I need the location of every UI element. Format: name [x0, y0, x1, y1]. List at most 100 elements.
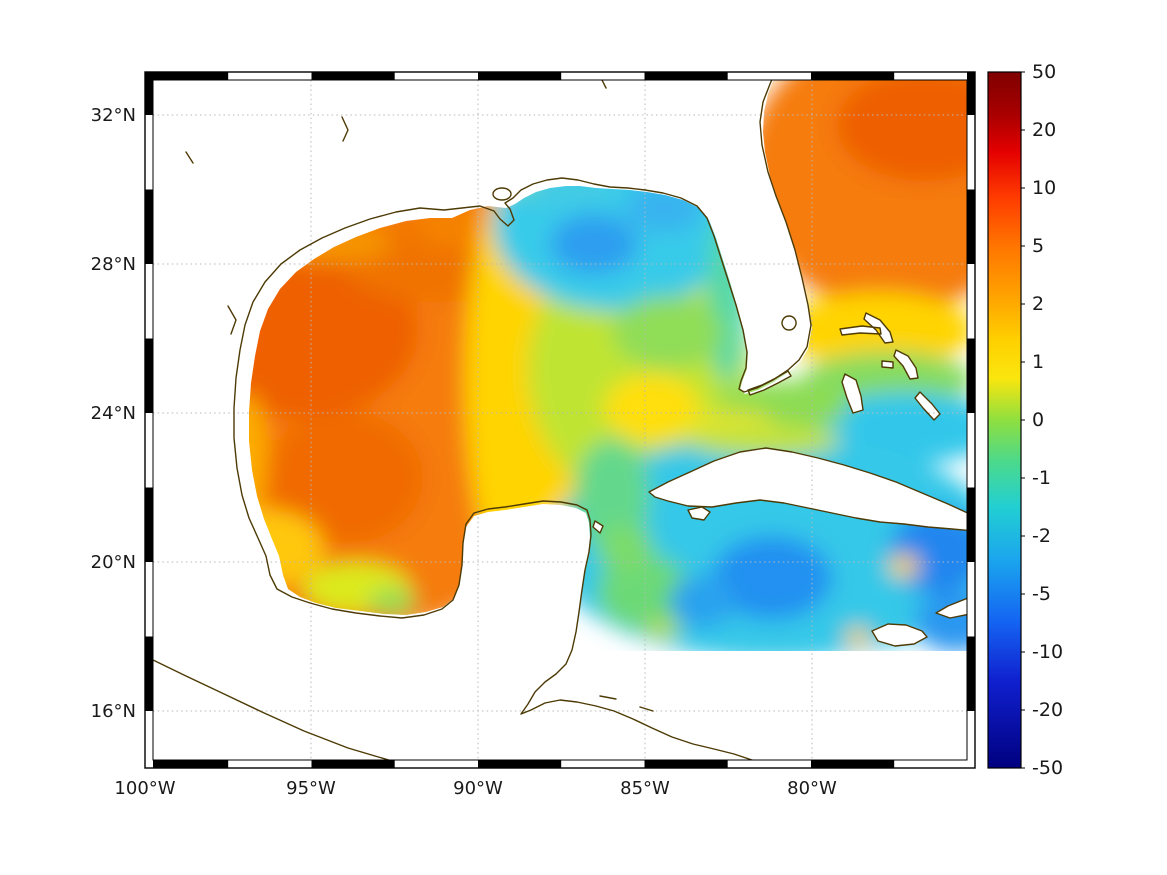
coastline-path	[592, 520, 604, 534]
heatmap-blob	[368, 588, 416, 616]
coastline-path	[914, 391, 941, 421]
frame-segment-bottom	[228, 760, 312, 768]
frame-segment-bottom	[894, 760, 975, 768]
coastline-path	[601, 80, 607, 89]
heatmap-blob	[612, 296, 724, 368]
frame-segment-bottom	[311, 760, 395, 768]
frame-segment-left	[145, 115, 153, 190]
frame-segment-top	[311, 72, 395, 80]
heatmap-blob	[712, 536, 832, 620]
frame-segment-left	[145, 338, 153, 413]
coastline-path	[153, 659, 392, 760]
heatmap-blob	[504, 168, 616, 204]
coastline-path	[893, 349, 919, 380]
coastline-path	[227, 305, 237, 335]
colorbar-tick-label: 2	[1032, 293, 1044, 315]
lon-tick-label: 80°W	[787, 778, 837, 799]
frame-segment-bottom	[644, 760, 728, 768]
coastline-path	[781, 315, 797, 331]
frame-segment-right	[967, 189, 975, 264]
frame-segment-bottom	[478, 760, 562, 768]
axis-tick-labels: 32°N 28°N 24°N 20°N 16°N 100°W 95°W 90°W 85°W 80°…	[91, 105, 837, 799]
coastline-path	[648, 447, 967, 532]
frame-segment-bottom	[394, 760, 478, 768]
coastline-path	[492, 187, 512, 201]
colorbar-gradient	[987, 71, 1022, 769]
colorbar-tick-label: 50	[1032, 61, 1056, 83]
heatmap-blob	[669, 576, 735, 628]
lat-tick-label: 24°N	[91, 403, 136, 424]
coastline-path	[841, 373, 864, 414]
coastline-path	[881, 360, 894, 369]
frame-segment-right	[967, 487, 975, 562]
heatmap-blob	[782, 292, 967, 368]
colorbar-tick-label: 5	[1032, 235, 1044, 257]
heatmap-blob	[644, 619, 680, 639]
coastline-path	[687, 506, 711, 521]
frame-segment-left	[145, 72, 153, 115]
lon-tick-label: 100°W	[114, 778, 175, 799]
frame-segment-right	[967, 338, 975, 413]
frame-segment-top	[811, 72, 895, 80]
coastlines	[153, 80, 967, 760]
frame-segment-left	[145, 562, 153, 637]
coastline-path	[599, 695, 654, 712]
frame-segment-left	[145, 636, 153, 711]
lon-tick-label: 90°W	[453, 778, 503, 799]
frame-segment-right	[967, 636, 975, 711]
lat-tick-label: 32°N	[91, 105, 136, 126]
coastline-path	[341, 116, 349, 142]
frame-segment-left	[145, 711, 153, 768]
coastline-path	[185, 151, 194, 164]
frame-segment-bottom	[561, 760, 645, 768]
frame-segment-left	[145, 189, 153, 264]
frame-segment-bottom	[727, 760, 811, 768]
heatmap-blob	[845, 628, 871, 646]
frame-segment-top	[478, 72, 562, 80]
heatmap-blob	[249, 242, 418, 418]
frame-segment-bottom	[811, 760, 895, 768]
frame-segment-right	[967, 413, 975, 488]
frame-outer-line	[144, 71, 976, 769]
frame-segment-right	[967, 264, 975, 339]
colorbar-tick-label: -20	[1032, 699, 1063, 721]
frame-segment-top	[644, 72, 728, 80]
lat-tick-label: 20°N	[91, 552, 136, 573]
frame-segment-top	[561, 72, 645, 80]
heatmap-blob	[889, 555, 919, 577]
frame-segment-left	[145, 413, 153, 488]
heatmap-blob	[267, 412, 423, 544]
coastline-path	[863, 312, 894, 344]
frame-segment-right	[967, 72, 975, 115]
frame-segment-right	[967, 115, 975, 190]
frame-segment-top	[727, 72, 811, 80]
frame-segment-top	[894, 72, 975, 80]
colorbar-tick-label: -50	[1032, 757, 1063, 779]
heatmap-blob	[574, 439, 650, 551]
heatmap-blob	[626, 184, 702, 232]
colorbar-tick-label: -10	[1032, 641, 1063, 663]
colorbar-tick-label: -5	[1032, 583, 1051, 605]
colorbar-tick-label: 10	[1032, 177, 1056, 199]
frame-segment-left	[145, 487, 153, 562]
frame-segment-top	[228, 72, 312, 80]
frame-segment-top	[145, 72, 229, 80]
heatmap-blob	[837, 80, 967, 181]
frame-inner-line	[152, 79, 968, 761]
lon-tick-label: 95°W	[286, 778, 336, 799]
lon-tick-label: 85°W	[620, 778, 670, 799]
frame-segment-left	[145, 264, 153, 339]
lat-tick-label: 16°N	[91, 701, 136, 722]
heatmap-blob	[249, 393, 267, 517]
frame-segment-bottom	[145, 760, 229, 768]
coastline-path	[839, 325, 882, 336]
coastline-path	[747, 370, 792, 396]
colorbar-tick-label: -2	[1032, 525, 1051, 547]
coastline-path	[935, 597, 967, 619]
heatmap-blob	[249, 510, 324, 586]
heatmap-blob	[550, 214, 638, 274]
map-frame-border	[144, 71, 976, 769]
heatmap-blob	[689, 425, 841, 457]
coastline-path	[871, 623, 928, 647]
